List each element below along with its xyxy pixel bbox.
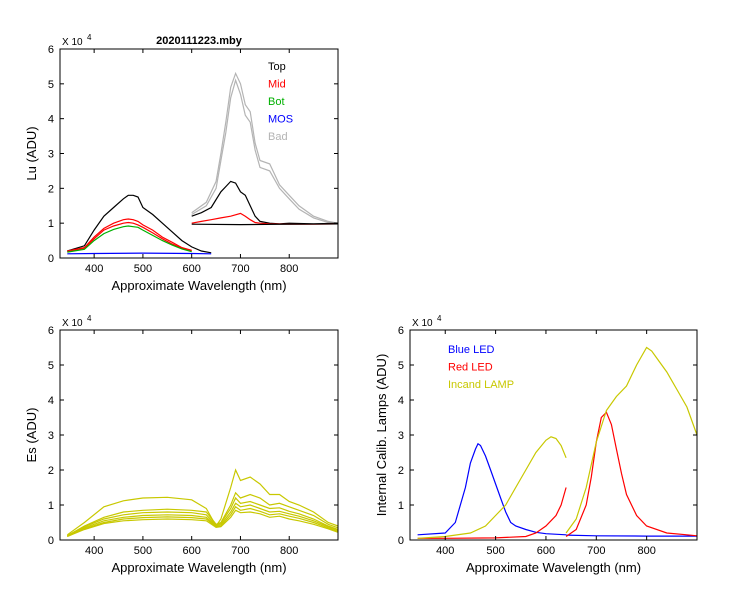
es-ytick-label: 3 <box>48 430 54 442</box>
lu-series-mid <box>67 218 192 252</box>
lamps-ytick-label: 3 <box>398 430 404 442</box>
lu-plot-frame <box>59 48 339 259</box>
es-multiplier-label: X 10 <box>62 318 83 329</box>
lamps-multiplier-exponent: 4 <box>437 314 442 323</box>
lu-ytick-label: 2 <box>48 183 54 195</box>
lu-legend-bot: Bot <box>268 96 285 108</box>
lamps-legend-blue-led: Blue LED <box>448 344 495 356</box>
lamps-xtick-label: 400 <box>436 545 454 557</box>
lu-xtick-label: 800 <box>280 263 298 275</box>
es-series-es-2 <box>67 491 339 537</box>
lamps-ytick-label: 0 <box>398 535 404 547</box>
lu-legend-top: Top <box>268 61 286 73</box>
es-panel: 400 500 600 700 800 0 1 2 3 4 5 6 X 10 4 Approximate W… <box>24 314 339 575</box>
lu-ytick-label: 3 <box>48 149 54 161</box>
es-series-es-4 <box>67 502 339 538</box>
lu-ytick-label: 1 <box>48 218 54 230</box>
es-multiplier-exponent: 4 <box>87 314 92 323</box>
lu-legend-mos: MOS <box>268 114 293 126</box>
es-ylabel: Es (ADU) <box>24 408 39 463</box>
lamps-ytick-label: 6 <box>398 325 404 337</box>
es-xtick-label: 400 <box>85 545 103 557</box>
lu-series-bad-2 <box>191 78 339 224</box>
lu-ylabel: Lu (ADU) <box>24 126 39 180</box>
es-ytick-label: 0 <box>48 535 54 547</box>
lu-xtick-label: 500 <box>134 263 152 275</box>
lu-legend-bad: Bad <box>268 131 288 143</box>
es-ytick-label: 1 <box>48 500 54 512</box>
lamps-series-red-led <box>417 487 567 539</box>
lu-ytick-label: 6 <box>48 44 54 56</box>
lu-xtick-label: 400 <box>85 263 103 275</box>
es-xlabel: Approximate Wavelength (nm) <box>111 560 286 575</box>
lamps-ytick-label: 2 <box>398 465 404 477</box>
lamps-legend-red-led: Red LED <box>448 362 493 374</box>
lamps-series-blue-led-2 <box>566 534 697 537</box>
lu-xlabel: Approximate Wavelength (nm) <box>111 278 286 293</box>
lamps-series-incand-lamp-2 <box>565 346 698 534</box>
lu-multiplier-exponent: 4 <box>87 33 92 42</box>
lu-series-bad <box>191 71 339 224</box>
lamps-xtick-label: 600 <box>537 545 555 557</box>
lu-ytick-label: 4 <box>48 114 54 126</box>
lu-panel: 400 500 600 700 800 0 1 2 3 4 5 6 X 10 4 2020111223.mb… <box>24 33 339 293</box>
lu-series-mid-2 <box>67 221 192 253</box>
es-xtick-label: 600 <box>183 545 201 557</box>
lamps-ytick-label: 1 <box>398 500 404 512</box>
lamps-xtick-label: 700 <box>587 545 605 557</box>
es-xtick-label: 500 <box>134 545 152 557</box>
lu-ytick-label: 5 <box>48 79 54 91</box>
lu-series-bot <box>67 225 192 253</box>
lamps-panel: 400 500 600 700 800 0 1 2 3 4 5 6 X 10 4 Approximate W… <box>374 314 698 575</box>
lu-series-mos <box>67 252 212 255</box>
es-ytick-label: 6 <box>48 325 54 337</box>
es-series-es-5 <box>67 505 339 538</box>
lamps-ylabel: Internal Calib. Lamps (ADU) <box>374 354 389 517</box>
es-ytick-label: 2 <box>48 465 54 477</box>
lu-legend-mid: Mid <box>268 79 286 91</box>
es-xtick-label: 700 <box>231 545 249 557</box>
lu-xtick-label: 700 <box>231 263 249 275</box>
lu-title: 2020111223.mby <box>156 35 243 47</box>
lu-xtick-label: 600 <box>183 263 201 275</box>
es-series-es-6 <box>67 509 339 538</box>
lamps-series-incand-lamp <box>417 436 567 539</box>
lamps-ytick-label: 4 <box>398 395 404 407</box>
es-series-es-1 <box>66 468 339 536</box>
lu-series-top <box>67 194 212 254</box>
lamps-series-red-led-2 <box>565 411 698 537</box>
lamps-xlabel: Approximate Wavelength (nm) <box>466 560 641 575</box>
es-ytick-label: 4 <box>48 395 54 407</box>
lu-series-dark <box>191 223 339 226</box>
lamps-multiplier-label: X 10 <box>412 318 433 329</box>
lu-ytick-label: 0 <box>48 253 54 265</box>
es-xtick-label: 800 <box>280 545 298 557</box>
lu-multiplier-label: X 10 <box>62 37 83 48</box>
lamps-series-blue-led <box>417 442 567 536</box>
es-series-es-3 <box>67 496 339 537</box>
es-ytick-label: 5 <box>48 360 54 372</box>
lamps-xtick-label: 800 <box>637 545 655 557</box>
lamps-ytick-label: 5 <box>398 360 404 372</box>
lamps-legend-incand-lamp: Incand LAMP <box>448 379 514 391</box>
lamps-xtick-label: 500 <box>486 545 504 557</box>
